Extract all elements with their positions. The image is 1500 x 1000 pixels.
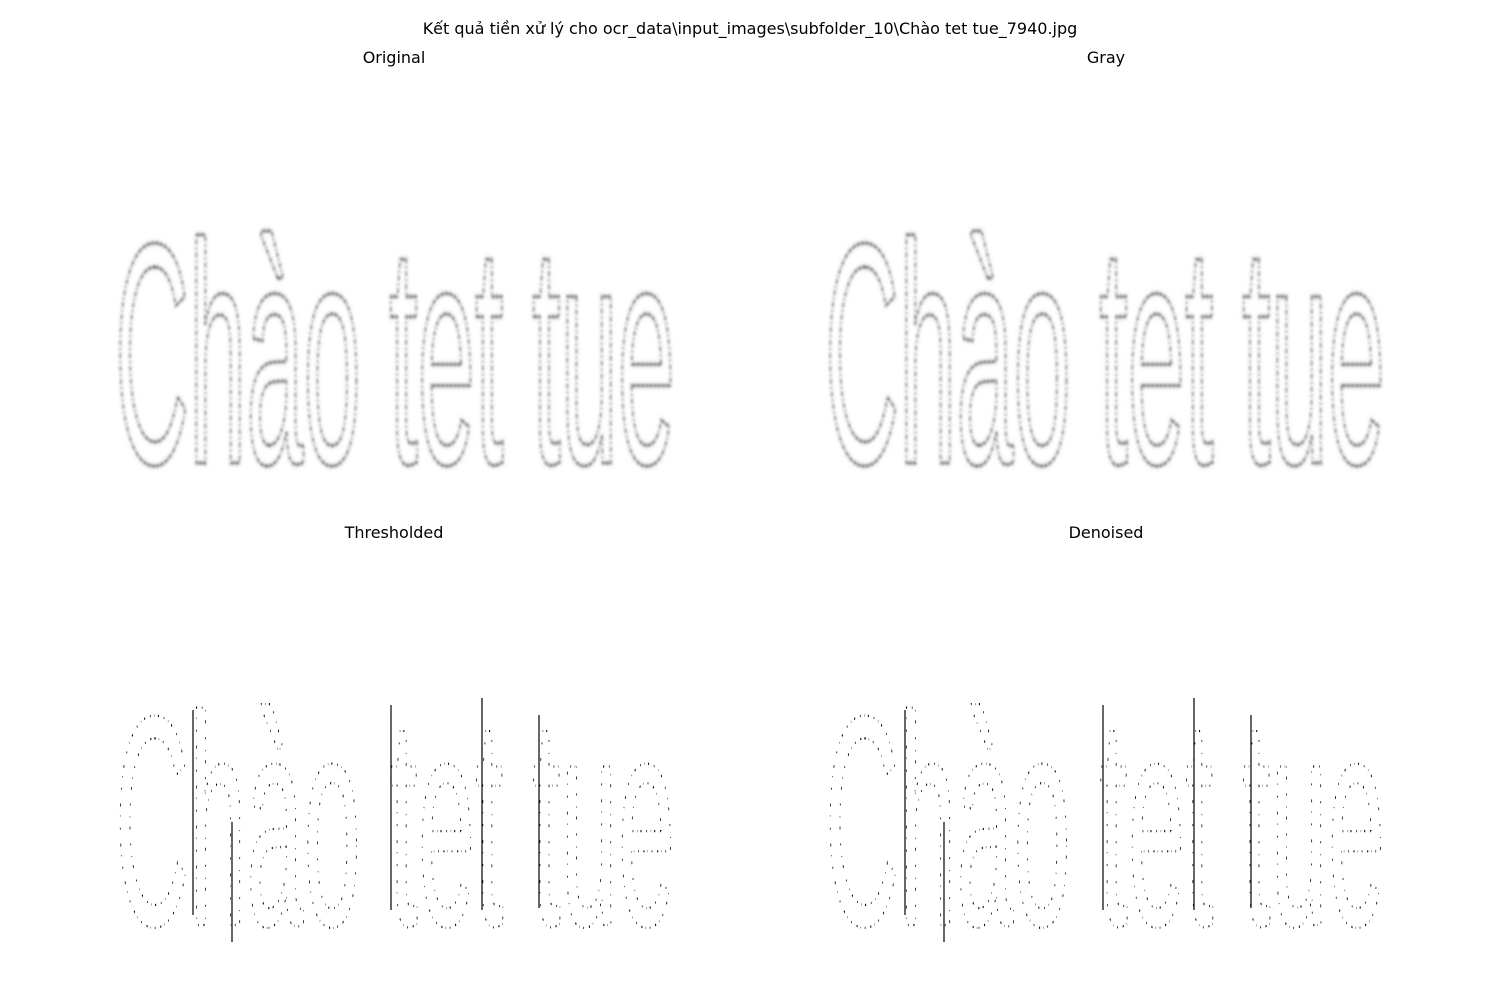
thresholded-text: Chào tet tue xyxy=(115,680,675,950)
gray-text: Chào tet tue xyxy=(825,178,1385,515)
original-text: Chào tet tue xyxy=(115,178,675,515)
original-image-svg: Chào tet tue Chào tet tue xyxy=(112,175,679,515)
denoised-stems xyxy=(904,698,1252,942)
panel-title-denoised: Denoised xyxy=(1068,523,1144,542)
panel-thresholded-image: Chào tet tue xyxy=(110,680,680,950)
denoised-image-svg: Chào tet tue xyxy=(824,680,1386,950)
panel-denoised-image: Chào tet tue xyxy=(820,680,1390,950)
thresholded-stems xyxy=(192,698,540,942)
original-ghost-text: Chào tet tue xyxy=(115,178,675,515)
thresholded-image-svg: Chào tet tue xyxy=(114,680,676,950)
panel-gray-image: Chào tet tue Chào tet tue xyxy=(820,175,1390,515)
panel-title-thresholded: Thresholded xyxy=(344,523,444,542)
panel-title-original: Original xyxy=(362,48,426,67)
denoised-text: Chào tet tue xyxy=(825,680,1385,950)
panel-original-image: Chào tet tue Chào tet tue xyxy=(110,175,680,515)
gray-ghost-text: Chào tet tue xyxy=(825,178,1385,515)
panel-title-gray: Gray xyxy=(1086,48,1126,67)
figure-title: Kết quả tiền xử lý cho ocr_data\input_im… xyxy=(422,19,1078,38)
gray-image-svg: Chào tet tue Chào tet tue xyxy=(822,175,1389,515)
